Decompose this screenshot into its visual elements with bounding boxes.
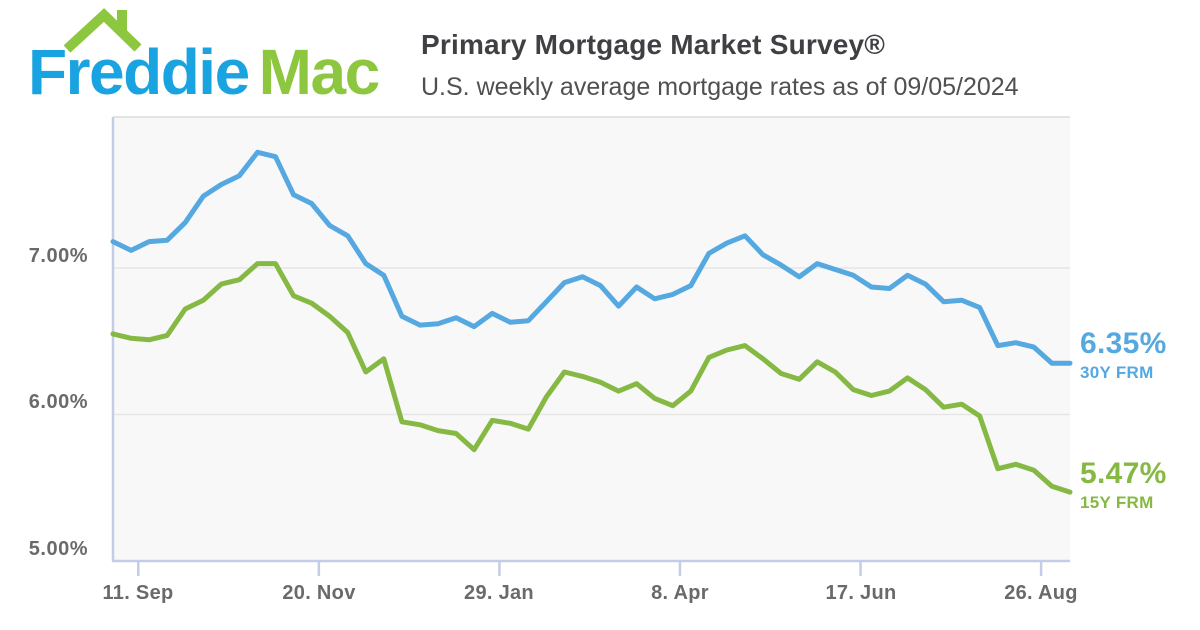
rate-15y-label: 15Y FRM [1080, 493, 1154, 512]
rate-30y-value: 6.35% [1080, 327, 1167, 360]
x-axis-label-jun: 17. Jun [825, 582, 897, 604]
x-axis-label-sep: 11. Sep [102, 582, 174, 604]
y-axis-label-5: 5.00% [28, 538, 88, 560]
series-line-15y-frm [110, 261, 1073, 495]
logo-word-mac: Mac [258, 36, 381, 108]
y-axis-label-7: 7.00% [28, 245, 88, 267]
rate-15y-value: 5.47% [1080, 457, 1167, 490]
plot-background [113, 117, 1070, 561]
x-axis-label-jan: 29. Jan [464, 582, 534, 604]
x-axis-label-apr: 8. Apr [651, 582, 709, 604]
freddie-mac-logo: Freddie Mac [28, 40, 380, 104]
rate-30y-label: 30Y FRM [1080, 363, 1154, 382]
roof-icon [63, 8, 142, 53]
y-axis-label-6: 6.00% [28, 391, 88, 413]
page-title: Primary Mortgage Market Survey® [421, 29, 886, 60]
logo-word-freddie: Freddie [28, 36, 250, 108]
series-line-30y-frm [110, 149, 1073, 366]
x-axis-label-nov: 20. Nov [282, 582, 356, 604]
x-axis-label-aug: 26. Aug [1004, 582, 1078, 604]
page-subtitle: U.S. weekly average mortgage rates as of… [421, 73, 1019, 101]
